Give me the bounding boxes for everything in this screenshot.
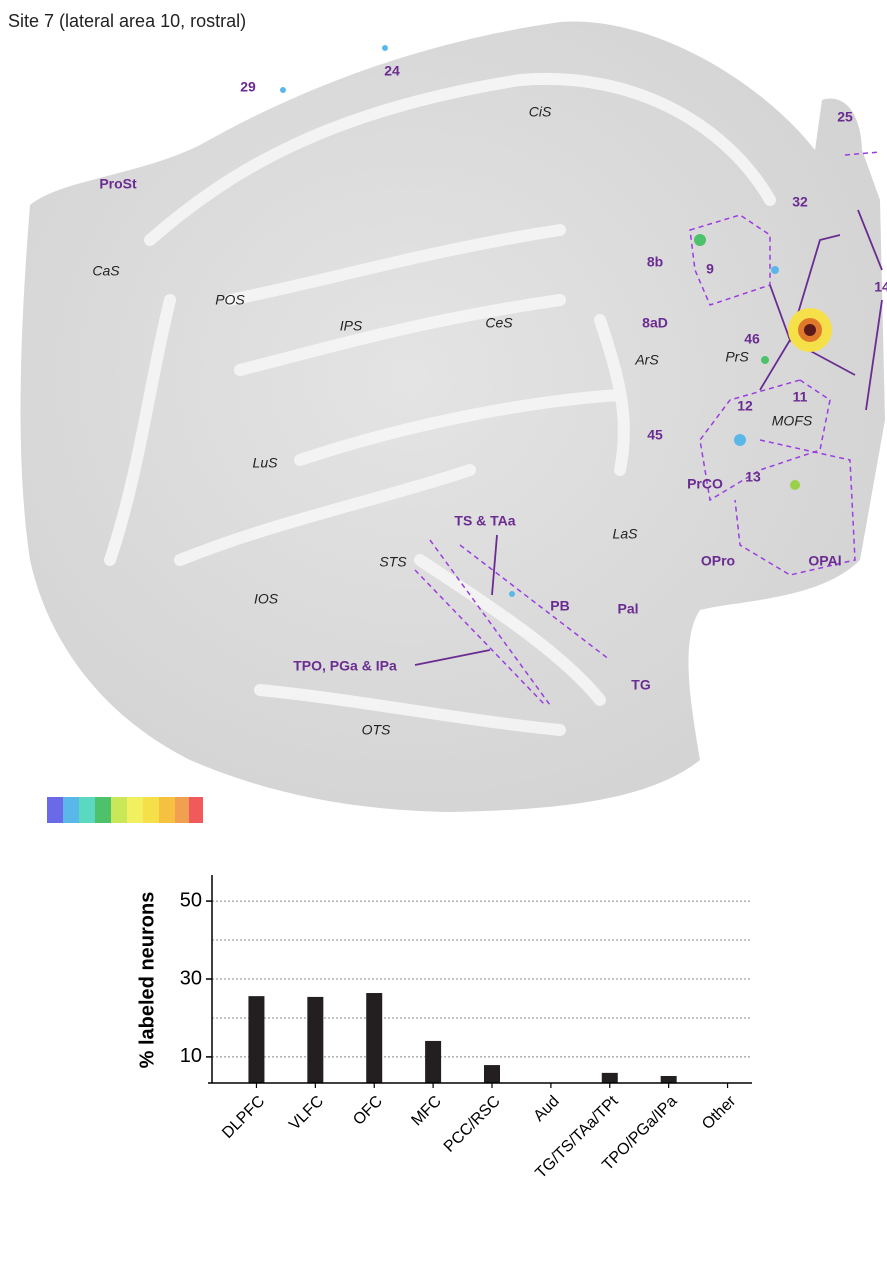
sulcus-label: CaS (92, 263, 120, 279)
area-label: 14 (874, 279, 887, 295)
y-tick-label: 50 (180, 889, 202, 911)
y-tick-label: 10 (180, 1045, 202, 1067)
area-label: TS & TAa (454, 513, 515, 529)
sulcus-label: IPS (340, 318, 363, 334)
sulcus-label: OTS (362, 722, 391, 738)
title: Site 7 (lateral area 10, rostral) (8, 11, 246, 31)
sulcus-label: STS (379, 554, 407, 570)
sulcus-label: ArS (634, 352, 659, 368)
pointer (414, 534, 498, 666)
x-tick-label: MFC (408, 1093, 445, 1130)
sulcus-label: PrS (725, 349, 749, 365)
area-label: 11 (793, 389, 808, 405)
bar (484, 1065, 500, 1083)
area-label: 13 (745, 469, 761, 485)
bar (601, 1072, 618, 1083)
boundary (734, 439, 856, 576)
sulcus-label: IOS (254, 591, 279, 607)
sulcus-label: MOFS (772, 413, 813, 429)
area-label: Pal (617, 601, 638, 617)
y-axis-label: % labeled neurons (136, 892, 158, 1069)
flatmap: 29 24 25 ProSt 32 8b 9 14 8aD 46 12 11 4… (20, 21, 887, 812)
area-label: 8b (647, 254, 663, 270)
boundary (429, 539, 551, 706)
bar (307, 996, 324, 1083)
x-tick-label: VLFC (286, 1093, 327, 1134)
area-label: 9 (706, 261, 714, 277)
x-tick-label: DLPFC (219, 1093, 268, 1142)
area-label: OPAl (808, 553, 841, 569)
area-label: PrCO (687, 476, 723, 492)
boundary (844, 151, 881, 156)
sulcus-label: LaS (613, 526, 639, 542)
heat (280, 45, 832, 597)
area-label: 29 (240, 79, 256, 95)
color-scale (47, 797, 203, 823)
sulcus-label: CiS (529, 104, 552, 120)
y-tick-label: 30 (180, 967, 202, 989)
area-label: 12 (737, 398, 753, 414)
sulcus-label: CeS (485, 315, 513, 331)
x-tick-label: OFC (350, 1093, 386, 1129)
sulcus-label: POS (215, 292, 245, 308)
area-label: 24 (384, 63, 400, 79)
area-label: OPro (701, 553, 735, 569)
x-tick-label: PCC/RSC (441, 1093, 504, 1156)
sulcus-label: LuS (253, 455, 279, 471)
area-label: 32 (792, 194, 808, 210)
boundary (414, 569, 546, 706)
bar (366, 993, 383, 1083)
area-label: PB (550, 598, 569, 614)
x-tick-label: Other (699, 1092, 740, 1133)
area-label: 46 (744, 331, 760, 347)
bar (660, 1075, 677, 1083)
boundary (759, 209, 883, 411)
area-label: 25 (837, 109, 853, 125)
bar (425, 1040, 442, 1083)
area-label: 45 (647, 427, 663, 443)
boundary (459, 544, 611, 661)
area-label: TPO, PGa & IPa (293, 658, 397, 674)
sulci (104, 72, 776, 736)
area-label: 8aD (642, 315, 668, 331)
area-label: TG (631, 677, 651, 693)
area-label: ProSt (99, 176, 137, 192)
x-tick-label: Aud (531, 1093, 563, 1125)
bar (248, 996, 265, 1083)
